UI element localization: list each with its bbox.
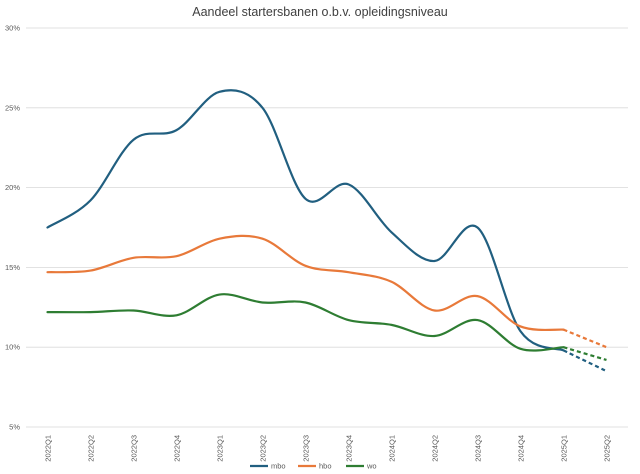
legend-label: wo <box>366 462 377 471</box>
legend-item-hbo: hbo <box>298 462 332 471</box>
x-tick-label: 2023Q4 <box>345 435 354 462</box>
x-tick-label: 2025Q1 <box>560 435 569 462</box>
series-lines <box>46 89 607 373</box>
x-tick-label: 2022Q3 <box>130 435 139 462</box>
series-forecast-mbo <box>563 349 607 373</box>
x-tick-label: 2025Q2 <box>603 435 612 462</box>
y-tick-label: 20% <box>5 183 20 192</box>
legend-item-mbo: mbo <box>250 462 286 471</box>
x-tick-label: 2024Q1 <box>388 435 397 462</box>
x-tick-label: 2022Q4 <box>173 435 182 462</box>
x-tick-label: 2023Q2 <box>259 435 268 462</box>
series-line-mbo <box>46 89 565 352</box>
y-tick-label: 15% <box>5 263 20 272</box>
chart-title: Aandeel startersbanen o.b.v. opleidingsn… <box>192 5 448 19</box>
x-tick-label: 2024Q3 <box>474 435 483 462</box>
series-forecast-hbo <box>563 328 607 349</box>
x-tick-label: 2023Q1 <box>216 435 225 462</box>
series-line-wo <box>46 293 565 352</box>
legend-item-wo: wo <box>346 462 377 471</box>
x-tick-label: 2024Q2 <box>431 435 440 462</box>
legend-label: hbo <box>319 462 332 471</box>
y-tick-label: 10% <box>5 343 20 352</box>
y-tick-label: 25% <box>5 103 20 112</box>
x-tick-label: 2024Q4 <box>517 435 526 462</box>
x-axis-ticks: 2022Q1 2022Q2 2022Q3 2022Q4 2023Q1 2023Q2 2023… <box>44 435 612 462</box>
legend: mbo hbo wo <box>250 462 377 471</box>
x-tick-label: 2022Q1 <box>44 435 53 462</box>
x-tick-label: 2023Q3 <box>302 435 311 462</box>
y-axis-ticks: 5% 10% 15% 20% 25% 30% <box>5 24 20 432</box>
series-line-hbo <box>46 234 565 332</box>
gridlines <box>26 27 628 428</box>
series-forecast-wo <box>563 346 607 362</box>
y-tick-label: 30% <box>5 24 20 33</box>
x-tick-label: 2022Q2 <box>87 435 96 462</box>
legend-label: mbo <box>271 462 286 471</box>
y-tick-label: 5% <box>9 423 20 432</box>
